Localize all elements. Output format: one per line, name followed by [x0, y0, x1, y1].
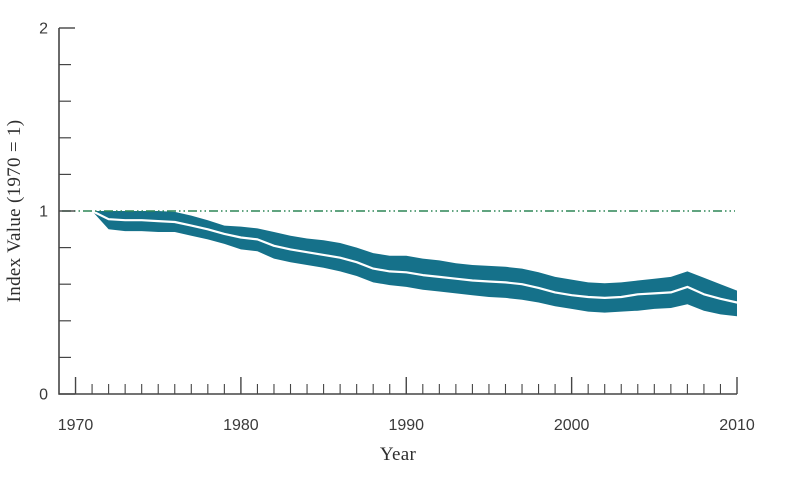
index-central-line [74, 209, 739, 304]
y-tick-label: 1 [39, 204, 48, 221]
x-tick-label: 2000 [554, 417, 590, 434]
confidence-band [75, 211, 737, 317]
x-tick-label: 1990 [388, 417, 424, 434]
y-axis-title: Index Value (1970 = 1) [4, 119, 25, 303]
x-tick-label: 1980 [223, 417, 259, 434]
x-tick-label: 1970 [58, 417, 94, 434]
y-tick-label: 0 [39, 387, 48, 404]
x-axis-title: Year [379, 444, 417, 465]
x-tick-label: 2010 [719, 417, 755, 434]
y-tick-label: 2 [39, 21, 48, 38]
